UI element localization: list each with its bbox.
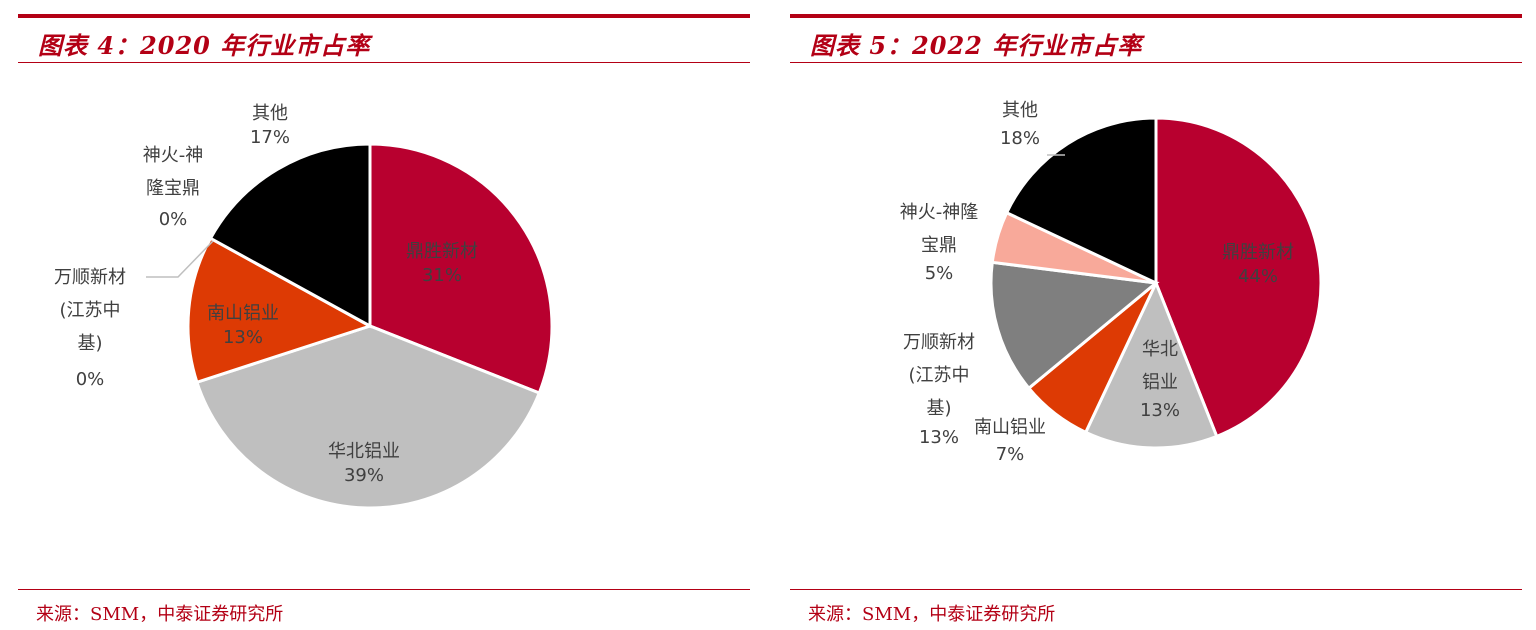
- slice-value-label: 31%: [422, 265, 462, 286]
- leader-line: [146, 240, 214, 278]
- slice-value-label: 44%: [1238, 266, 1278, 287]
- slice-label: 鼎胜新材: [406, 241, 478, 262]
- bottom-rule: [790, 589, 1522, 590]
- slice-value-label: 0%: [76, 369, 105, 390]
- chart-panel-2022: 图表 5：2022 年行业市占率 鼎胜新材 44% 华北铝业 13% 南山铝业 7% 万顺新…: [790, 0, 1522, 630]
- slice-label: 其他: [252, 103, 288, 124]
- slice-label: 铝业: [1142, 372, 1178, 393]
- slice-label: 华北铝业: [328, 441, 400, 462]
- title-rule: [790, 62, 1522, 63]
- title-rule: [18, 62, 750, 63]
- slice-label: 神火-神: [143, 145, 204, 166]
- chart-panel-2020: 图表 4：2020 年行业市占率 鼎胜新材 31% 华北铝业 39% 南山铝业 13% 万顺…: [18, 0, 750, 630]
- bottom-rule: [18, 589, 750, 590]
- slice-value-label: 0%: [159, 209, 188, 230]
- pie-slice: [208, 142, 372, 329]
- pie-slice: [195, 324, 542, 510]
- slice-label: 南山铝业: [207, 303, 279, 324]
- slice-label: (江苏中: [59, 300, 120, 321]
- slice-label: 鼎胜新材: [1222, 242, 1294, 263]
- slice-label: 基): [926, 398, 951, 419]
- slice-label: (江苏中: [908, 365, 969, 386]
- source-note: 来源：SMM，中泰证券研究所: [808, 604, 1056, 625]
- pie-slice: [1083, 279, 1219, 450]
- slice-value-label: 7%: [996, 444, 1025, 465]
- pie-slice: [989, 260, 1160, 391]
- slice-value-label: 13%: [919, 427, 959, 448]
- slice-value-label: 39%: [344, 465, 384, 486]
- top-rule: [790, 14, 1522, 18]
- slice-label: 其他: [1002, 100, 1038, 121]
- slice-value-label: 13%: [1140, 400, 1180, 421]
- slice-label: 南山铝业: [974, 417, 1046, 438]
- slice-value-label: 5%: [925, 263, 954, 284]
- pie-slice: [1004, 116, 1158, 286]
- slice-value-label: 18%: [1000, 128, 1040, 149]
- slice-label: 宝鼎: [921, 235, 957, 256]
- chart-title: 图表 5：2022 年行业市占率: [810, 31, 1143, 60]
- slice-label: 基): [77, 333, 102, 354]
- chart-title: 图表 4：2020 年行业市占率: [38, 31, 371, 60]
- top-rule: [18, 14, 750, 18]
- slice-value-label: 17%: [250, 127, 290, 148]
- slice-label: 华北: [1142, 339, 1178, 360]
- slice-label: 万顺新材: [54, 267, 126, 288]
- slice-value-label: 13%: [223, 327, 263, 348]
- slice-label: 隆宝鼎: [146, 178, 200, 199]
- pie-slice: [368, 142, 554, 395]
- source-note: 来源：SMM，中泰证券研究所: [36, 604, 284, 625]
- slice-label: 神火-神隆: [900, 202, 979, 223]
- slice-label: 万顺新材: [903, 332, 975, 353]
- pie-slice: [1154, 116, 1323, 439]
